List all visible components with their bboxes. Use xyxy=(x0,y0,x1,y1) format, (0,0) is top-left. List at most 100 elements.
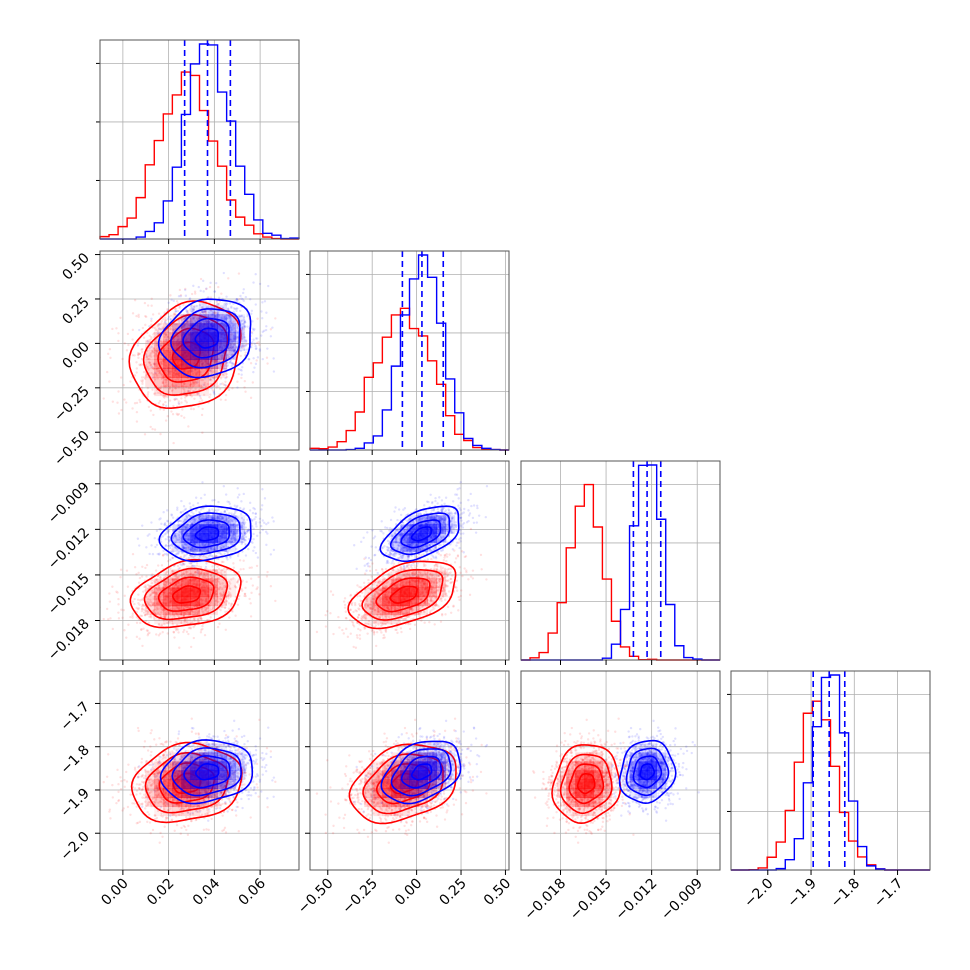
density-cell xyxy=(190,359,200,369)
scatter-point xyxy=(184,316,188,319)
scatter-point xyxy=(160,362,164,365)
scatter-point xyxy=(240,327,244,330)
scatter-point xyxy=(147,391,150,394)
scatter-point xyxy=(145,546,148,549)
scatter-point xyxy=(254,303,257,306)
scatter-point xyxy=(190,555,194,558)
scatter-point xyxy=(187,321,190,324)
scatter-point xyxy=(168,535,171,539)
panel-content xyxy=(100,481,277,649)
scatter-point xyxy=(154,371,157,375)
scatter-point xyxy=(189,505,192,509)
scatter-point xyxy=(148,361,151,364)
scatter-point xyxy=(164,395,167,398)
scatter-point xyxy=(185,321,188,325)
scatter-point xyxy=(243,336,247,339)
scatter-point xyxy=(144,566,147,570)
scatter-point xyxy=(266,347,269,350)
scatter-point xyxy=(229,528,233,532)
scatter-point xyxy=(140,628,143,632)
scatter-point xyxy=(137,593,140,596)
scatter-point xyxy=(154,592,158,595)
scatter-point xyxy=(164,419,168,422)
scatter-point xyxy=(251,511,255,515)
scatter-point xyxy=(235,586,238,589)
scatter-point xyxy=(232,533,235,536)
scatter-point xyxy=(158,613,162,617)
scatter-point xyxy=(166,632,169,635)
scatter-point xyxy=(198,395,202,398)
scatter-point xyxy=(126,332,130,336)
scatter-point xyxy=(255,359,258,362)
scatter-point xyxy=(227,388,231,392)
density-cell xyxy=(208,305,218,315)
scatter-point xyxy=(133,602,136,606)
scatter-point xyxy=(137,356,140,360)
scatter-point xyxy=(233,350,236,353)
scatter-point xyxy=(223,601,226,604)
scatter-point xyxy=(190,292,194,296)
scatter-point xyxy=(230,361,234,365)
scatter-point xyxy=(221,354,225,357)
scatter-point xyxy=(155,578,158,582)
scatter-point xyxy=(148,585,151,588)
scatter-point xyxy=(172,631,176,634)
scatter-point xyxy=(214,599,218,602)
scatter-point xyxy=(263,329,266,333)
scatter-point xyxy=(230,578,233,581)
scatter-point xyxy=(203,633,207,637)
scatter-point xyxy=(200,570,203,573)
scatter-point xyxy=(164,400,167,404)
scatter-point xyxy=(150,349,154,352)
scatter-point xyxy=(263,300,267,303)
scatter-point xyxy=(176,508,179,511)
scatter-point xyxy=(175,573,178,577)
scatter-point xyxy=(242,318,245,322)
scatter-point xyxy=(225,567,228,571)
scatter-point xyxy=(214,580,218,584)
scatter-point xyxy=(180,401,183,404)
scatter-point xyxy=(209,574,213,578)
scatter-point xyxy=(137,602,140,605)
scatter-point xyxy=(200,399,204,402)
scatter-point xyxy=(158,370,161,373)
scatter-point xyxy=(177,412,181,416)
scatter-point xyxy=(182,546,186,549)
scatter-point xyxy=(171,556,174,560)
scatter-point xyxy=(243,379,247,383)
scatter-point xyxy=(267,284,270,288)
scatter-point xyxy=(181,562,185,566)
density-cell xyxy=(172,350,182,360)
scatter-point xyxy=(261,357,264,361)
scatter-point xyxy=(193,617,196,620)
scatter-point xyxy=(203,381,206,385)
scatter-point xyxy=(203,573,207,576)
density-cell xyxy=(163,332,173,342)
scatter-point xyxy=(232,339,235,342)
scatter-point xyxy=(152,367,156,371)
scatter-point xyxy=(171,578,174,581)
scatter-point xyxy=(183,508,187,511)
scatter-point xyxy=(184,316,187,320)
scatter-point xyxy=(183,382,186,386)
scatter-point xyxy=(168,337,172,340)
scatter-point xyxy=(164,394,167,397)
scatter-point xyxy=(238,559,242,562)
scatter-point xyxy=(135,410,139,414)
scatter-point xyxy=(135,635,139,639)
scatter-point xyxy=(254,515,257,519)
scatter-point xyxy=(162,616,165,619)
scatter-point xyxy=(157,312,161,315)
panel-content xyxy=(100,271,277,445)
scatter-point xyxy=(105,370,109,374)
scatter-point xyxy=(238,315,241,318)
scatter-point xyxy=(197,317,201,320)
scatter-point xyxy=(201,610,204,613)
scatter-point xyxy=(225,356,229,360)
scatter-point xyxy=(157,584,161,587)
scatter-point xyxy=(152,351,156,354)
scatter-point xyxy=(161,586,164,589)
scatter-point xyxy=(230,328,234,332)
scatter-point xyxy=(150,304,153,307)
scatter-point xyxy=(235,537,239,541)
